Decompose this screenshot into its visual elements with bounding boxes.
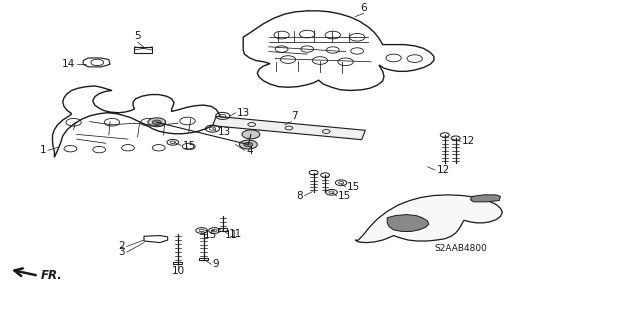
- Polygon shape: [387, 215, 429, 232]
- Circle shape: [152, 120, 161, 124]
- Text: 11: 11: [229, 229, 243, 239]
- Polygon shape: [355, 195, 502, 243]
- Polygon shape: [470, 195, 500, 202]
- Polygon shape: [212, 116, 365, 140]
- Circle shape: [242, 130, 260, 139]
- Text: 3: 3: [118, 247, 125, 257]
- Text: 2: 2: [118, 241, 125, 251]
- Text: 10: 10: [172, 266, 185, 276]
- Text: 9: 9: [212, 259, 219, 269]
- Text: 12: 12: [436, 165, 450, 175]
- Text: 15: 15: [204, 230, 217, 240]
- Text: 15: 15: [338, 191, 351, 201]
- Text: 8: 8: [297, 191, 303, 201]
- Text: 1: 1: [40, 145, 46, 155]
- Text: FR.: FR.: [41, 269, 63, 282]
- Text: 11: 11: [225, 230, 239, 240]
- Text: 6: 6: [360, 3, 367, 13]
- Text: 14: 14: [62, 59, 76, 69]
- Text: 13: 13: [218, 127, 231, 137]
- Text: 13: 13: [237, 108, 250, 118]
- Text: S2AAB4800: S2AAB4800: [435, 244, 487, 253]
- Text: 7: 7: [291, 111, 298, 121]
- Circle shape: [244, 142, 253, 147]
- Text: 4: 4: [246, 146, 253, 156]
- Text: 15: 15: [347, 182, 360, 192]
- Text: 5: 5: [134, 31, 141, 41]
- Text: 12: 12: [462, 136, 476, 146]
- Circle shape: [148, 118, 166, 127]
- Circle shape: [239, 140, 257, 149]
- Text: 15: 15: [182, 140, 196, 151]
